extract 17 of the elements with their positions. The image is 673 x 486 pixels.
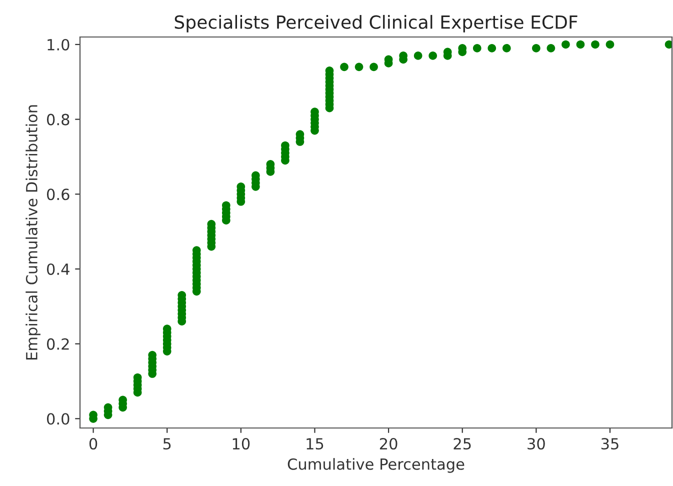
x-tick-label: 10 (232, 438, 250, 450)
y-tick-label: 0.0 (46, 413, 70, 425)
x-tick-label: 30 (528, 438, 545, 450)
x-tick-label: 15 (306, 438, 324, 450)
x-tick-label: 20 (380, 438, 398, 450)
x-tick-label: 35 (601, 438, 618, 450)
x-axis-title: Cumulative Percentage (288, 458, 464, 473)
chart-title: Specialists Perceived Clinical Expertise ECDF (174, 14, 578, 32)
y-tick-label: 1.0 (48, 38, 70, 51)
y-tick-label: 0.8 (46, 114, 70, 126)
y-tick-label: 0.6 (46, 188, 70, 200)
x-tick-label: 25 (454, 438, 471, 450)
y-tick-label: 0.2 (46, 338, 69, 350)
x-tick-label: 5 (163, 438, 171, 450)
y-tick-label: 0.4 (46, 263, 70, 275)
y-axis-title: Empirical Cumulative Distribution (26, 105, 40, 360)
x-tick-label: 0 (89, 438, 98, 450)
